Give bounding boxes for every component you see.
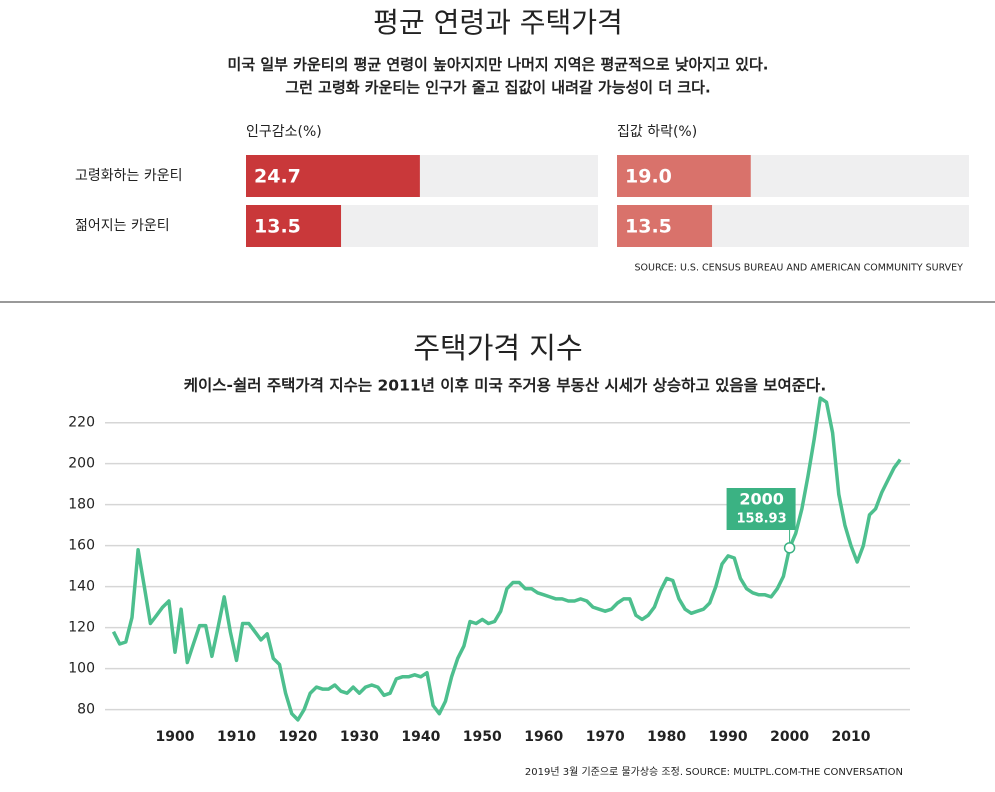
- source: SOURCE: U.S. CENSUS BUREAU AND AMERICAN …: [635, 263, 964, 274]
- panel-label: 집값 하락(%): [617, 124, 697, 140]
- panel-label: 인구감소(%): [246, 124, 322, 140]
- x-tick-label: 1940: [401, 729, 440, 745]
- note: 2019년 3월 기준으로 물가상승 조정.: [525, 766, 683, 778]
- y-tick-label: 100: [68, 661, 95, 677]
- callout-label: 2000: [739, 490, 784, 509]
- callout-value: 158.93: [736, 512, 786, 527]
- x-tick-label: 2010: [832, 729, 871, 745]
- x-tick-label: 2000: [770, 729, 809, 745]
- value-label: 24.7: [254, 166, 301, 188]
- x-tick-label: 1950: [463, 729, 502, 745]
- subtitle: 미국 일부 카운티의 평균 연령이 높아지지만 나머지 지역은 평균적으로 낮아…: [228, 56, 769, 74]
- source: SOURCE: MULTPL.COM-THE CONVERSATION: [685, 767, 903, 778]
- y-tick-label: 140: [68, 579, 95, 595]
- line: [111, 396, 902, 722]
- y-tick-label: 80: [77, 702, 95, 718]
- x-tick-label: 1990: [709, 729, 748, 745]
- row-label: 고령화하는 카운티: [75, 168, 183, 184]
- subtitle: 케이스-쉴러 주택가격 지수는 2011년 이후 미국 주거용 부동산 시세가 …: [184, 376, 826, 395]
- y-tick-label: 180: [68, 497, 95, 513]
- y-tick-label: 120: [68, 620, 95, 636]
- bar: [617, 155, 751, 197]
- x-tick-label: 1930: [340, 729, 379, 745]
- subtitle: 그런 고령화 카운티는 인구가 줄고 집값이 내려갈 가능성이 더 크다.: [285, 79, 710, 97]
- footer: 2019년 3월 기준으로 물가상승 조정. SOURCE: MULTPL.CO…: [525, 766, 903, 778]
- x-tick-label: 1900: [156, 729, 195, 745]
- chart-title: 주택가격 지수: [413, 331, 582, 365]
- row-label: 젊어지는 카운티: [75, 218, 170, 234]
- bar: [246, 155, 420, 197]
- x-tick-label: 1960: [524, 729, 563, 745]
- y-tick-label: 200: [68, 456, 95, 472]
- x-tick-label: 1970: [586, 729, 625, 745]
- y-tick-label: 160: [68, 538, 95, 554]
- value-label: 19.0: [625, 166, 672, 188]
- callout-marker: [783, 542, 796, 554]
- callout-box: [726, 488, 796, 530]
- value-label: 13.5: [625, 216, 672, 238]
- x-tick-label: 1910: [217, 729, 256, 745]
- bar: [246, 205, 342, 247]
- value-label: 13.5: [254, 216, 301, 238]
- x-tick-label: 1980: [647, 729, 686, 745]
- bar: [617, 205, 713, 247]
- y-tick-label: 220: [68, 415, 95, 431]
- chart-title: 평균 연령과 주택가격: [373, 6, 623, 39]
- x-tick-label: 1920: [278, 729, 317, 745]
